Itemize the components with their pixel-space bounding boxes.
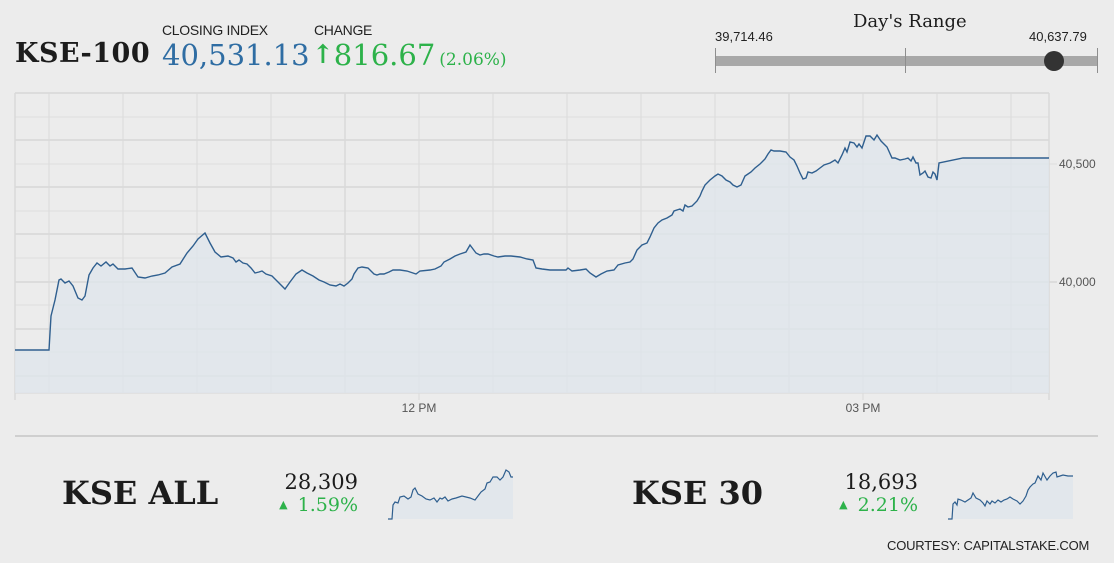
up-arrow-icon: ↑: [312, 40, 334, 70]
range-tick-right: [1097, 48, 1098, 73]
kse-30-name: KSE 30: [632, 474, 763, 512]
closing-index-value: 40,531.13: [162, 38, 310, 72]
chart-area-fill: [15, 135, 1049, 393]
intraday-chart: 40,500 40,000 12 PM 03 PM: [14, 92, 1096, 415]
days-range-title: Day's Range: [853, 11, 967, 32]
closing-index-label: CLOSING INDEX: [162, 22, 268, 38]
y-tick-40000: 40,000: [1059, 275, 1096, 289]
kse-all-name: KSE ALL: [62, 474, 219, 512]
sparkline-area: [388, 470, 513, 519]
x-tick-12pm: 12 PM: [402, 401, 437, 415]
current-value-marker: [1044, 51, 1064, 71]
change-value: 816.67: [333, 38, 436, 72]
kse-all-value: 28,309: [284, 470, 358, 494]
days-range-bar: [715, 56, 1097, 66]
up-triangle-icon: ▲: [279, 498, 288, 511]
courtesy-credit[interactable]: COURTESY: CAPITALSTAKE.COM: [887, 538, 1090, 553]
sparkline-line: [948, 471, 1073, 520]
change-percent: (2.06%): [439, 50, 507, 70]
kse-all-change: ▲ 1.59%: [238, 494, 358, 516]
x-tick-03pm: 03 PM: [846, 401, 881, 415]
sparkline-area: [948, 472, 1073, 519]
change-display: ↑816.67 (2.06%): [312, 38, 507, 72]
section-divider: [15, 435, 1098, 437]
kse-30-change: ▲ 2.21%: [798, 494, 918, 516]
kse-30-change-percent: 2.21%: [857, 494, 918, 516]
change-label: CHANGE: [314, 22, 373, 38]
range-tick-mid: [905, 48, 906, 73]
days-range-high: 40,637.79: [1029, 29, 1087, 44]
range-tick-left: [715, 48, 716, 73]
index-title: KSE-100: [15, 38, 151, 69]
sparkline-line: [388, 469, 513, 520]
days-range-low: 39,714.46: [715, 29, 773, 44]
kse-all-change-percent: 1.59%: [297, 494, 358, 516]
y-tick-40500: 40,500: [1059, 157, 1096, 171]
chart-line: [15, 133, 1049, 351]
up-triangle-icon: ▲: [839, 498, 848, 511]
kse-30-value: 18,693: [844, 470, 918, 494]
